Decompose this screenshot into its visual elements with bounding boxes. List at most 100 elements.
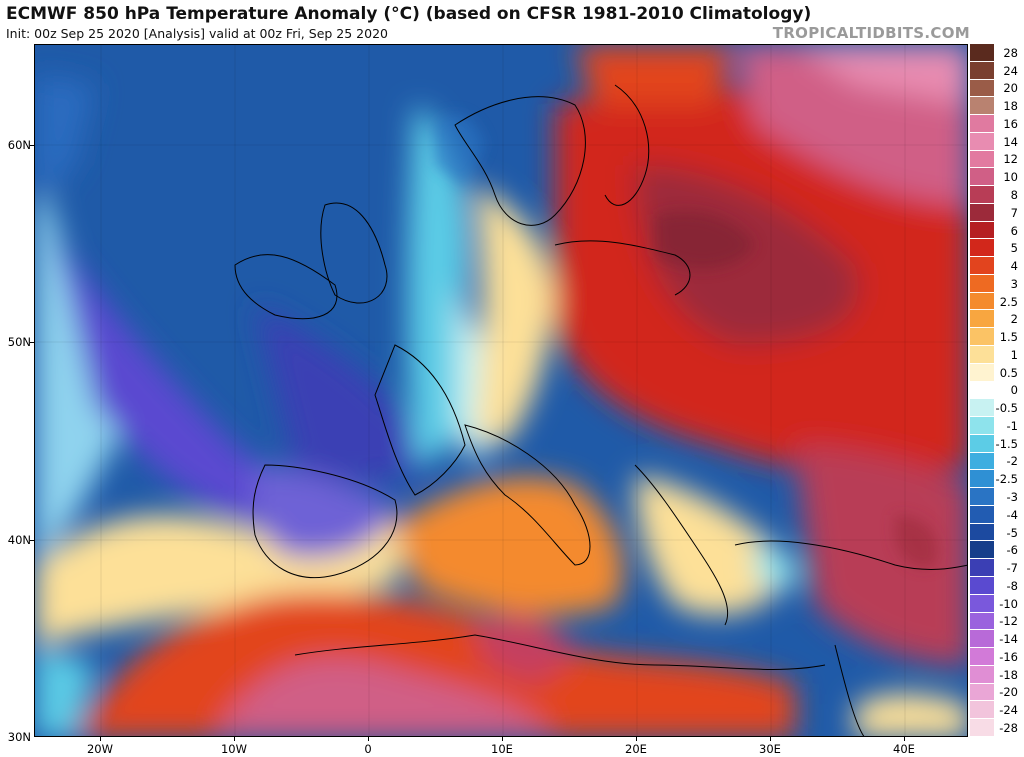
colorbar-swatch — [970, 363, 994, 381]
colorbar-swatch — [970, 523, 994, 541]
colorbar-level: 5 — [970, 239, 1024, 257]
colorbar-level: -18 — [970, 665, 1024, 684]
colorbar-swatch — [970, 61, 994, 79]
lon-tick — [770, 737, 771, 741]
colorbar-level: -14 — [970, 630, 1024, 648]
colorbar-label: -6 — [1006, 543, 1018, 558]
colorbar-swatch — [970, 310, 994, 328]
colorbar-label: -20 — [999, 685, 1018, 700]
colorbar-level: -12 — [970, 612, 1024, 631]
colorbar-level: 0 — [970, 381, 1024, 400]
colorbar-swatch — [970, 97, 994, 115]
colorbar-level: 18 — [970, 97, 1024, 115]
colorbar-swatch — [970, 381, 994, 399]
lon-label-40e: 40E — [893, 742, 915, 756]
colorbar-swatch — [970, 719, 994, 736]
colorbar-level: 4 — [970, 257, 1024, 275]
colorbar-level: -10 — [970, 594, 1024, 613]
colorbar-level: 10 — [970, 168, 1024, 186]
colorbar-swatch — [970, 150, 994, 168]
colorbar-label: -2 — [1006, 454, 1018, 469]
coastlines — [234, 84, 967, 736]
colorbar-level: 1 — [970, 346, 1024, 364]
lon-tick — [368, 737, 369, 741]
colorbar-level: -8 — [970, 576, 1024, 595]
lon-label-20e: 20E — [625, 742, 647, 756]
colorbar-level: -1.5 — [970, 434, 1024, 453]
colorbar-label: 12 — [1003, 152, 1018, 167]
lon-tick — [904, 737, 905, 741]
colorbar-label: -16 — [999, 649, 1018, 664]
colorbar-label: 4 — [1010, 259, 1018, 274]
colorbar-swatch — [970, 541, 994, 559]
colorbar-level: -1 — [970, 417, 1024, 435]
lon-tick — [100, 737, 101, 741]
colorbar-level: 24 — [970, 61, 1024, 80]
colorbar-label: -1.5 — [995, 436, 1018, 451]
map-title: ECMWF 850 hPa Temperature Anomaly (°C) (… — [6, 4, 812, 24]
colorbar-swatch — [970, 576, 994, 594]
colorbar-swatch — [970, 44, 994, 61]
colorbar-label: -2.5 — [995, 472, 1018, 487]
lon-label-10w: 10W — [220, 742, 248, 756]
colorbar-label: 3 — [1010, 276, 1018, 291]
lat-tick — [30, 342, 34, 343]
colorbar-level: 12 — [970, 150, 1024, 169]
colorbar-label: -12 — [999, 614, 1018, 629]
colorbar-label: -7 — [1006, 561, 1018, 576]
colorbar-level: 1.5 — [970, 328, 1024, 346]
lat-label-40n: 40N — [7, 533, 31, 547]
colorbar-label: 18 — [1003, 99, 1018, 114]
colorbar-level: -2.5 — [970, 470, 1024, 488]
colorbar-level: -2 — [970, 452, 1024, 471]
colorbar-label: 5 — [1010, 241, 1018, 256]
colorbar-level: 8 — [970, 186, 1024, 204]
lat-label-30n: 30N — [7, 730, 31, 744]
colorbar-label: -0.5 — [995, 401, 1018, 416]
colorbar-label: 14 — [1003, 134, 1018, 149]
colorbar-swatch — [970, 203, 994, 221]
colorbar-swatch — [970, 132, 994, 150]
colorbar-swatch — [970, 168, 994, 186]
colorbar-label: 24 — [1003, 63, 1018, 78]
colorbar-level: -20 — [970, 683, 1024, 702]
colorbar-label: -3 — [1006, 490, 1018, 505]
colorbar-label: -14 — [999, 632, 1018, 647]
colorbar-swatch — [970, 417, 994, 434]
colorbar-label: 16 — [1003, 116, 1018, 131]
colorbar-swatch — [970, 434, 994, 452]
colorbar-label: 2.5 — [999, 294, 1018, 309]
colorbar-swatch — [970, 683, 994, 701]
colorbar-level: 20 — [970, 79, 1024, 98]
colorbar-swatch — [970, 630, 994, 648]
colorbar-label: 28 — [1003, 45, 1018, 60]
lat-tick — [30, 540, 34, 541]
colorbar-swatch — [970, 612, 994, 630]
colorbar-level: 2 — [970, 310, 1024, 328]
map-subtitle: Init: 00z Sep 25 2020 [Analysis] valid a… — [6, 26, 388, 41]
colorbar-swatch — [970, 274, 994, 292]
colorbar-level: 28 — [970, 44, 1024, 62]
colorbar-legend: 28 24 20 18 16 14 12 10 8 7 6 5 4 3 2.5 2 1.5 1 0.5 0 -0.5 -1… — [970, 44, 1024, 737]
lon-tick — [502, 737, 503, 741]
colorbar-swatch — [970, 79, 994, 97]
lat-tick — [30, 145, 34, 146]
lon-label-0: 0 — [364, 742, 372, 756]
colorbar-level: -16 — [970, 648, 1024, 666]
lat-label-60n: 60N — [7, 138, 31, 152]
colorbar-level: -0.5 — [970, 399, 1024, 417]
colorbar-label: -5 — [1006, 525, 1018, 540]
colorbar-label: -10 — [999, 596, 1018, 611]
colorbar-label: 0 — [1010, 383, 1018, 398]
brand-watermark: TROPICALTIDBITS.COM — [772, 24, 970, 42]
colorbar-level: 16 — [970, 115, 1024, 133]
lon-label-20w: 20W — [86, 742, 114, 756]
colorbar-label: 2 — [1010, 312, 1018, 327]
colorbar-level: -5 — [970, 523, 1024, 542]
colorbar-label: 6 — [1010, 223, 1018, 238]
colorbar-swatch — [970, 115, 994, 132]
colorbar-swatch — [970, 701, 994, 719]
anomaly-map — [34, 44, 968, 737]
colorbar-swatch — [970, 221, 994, 239]
lat-label-50n: 50N — [7, 335, 31, 349]
